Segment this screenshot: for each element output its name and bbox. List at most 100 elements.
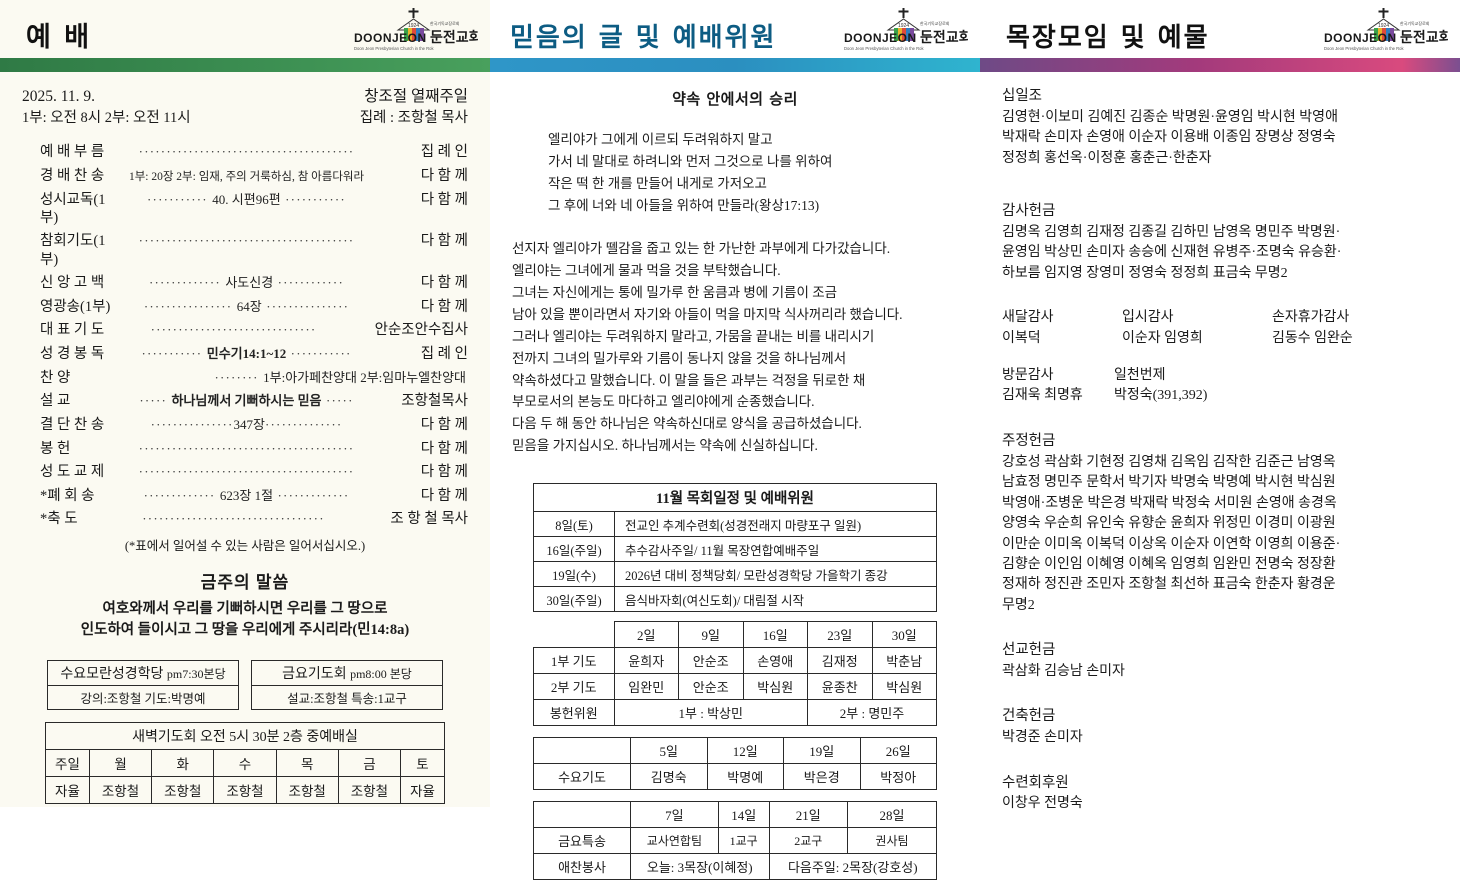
fri-title-cell: 금요기도회 pm8:00 본당 <box>251 660 443 687</box>
svg-text:Doon Jeon Presbyterian Church: Doon Jeon Presbyterian Church in the Rok <box>844 46 925 51</box>
order-label: 예 배 부 름 <box>40 144 105 161</box>
svg-text:Doon Jeon Presbyterian Church: Doon Jeon Presbyterian Church in the Rok <box>1324 46 1405 51</box>
order-value: 안순조안수집사 <box>374 322 468 339</box>
table-row: 2부 기도 임완민 안순조 박심원 윤종찬 박심원 <box>533 673 937 701</box>
second-prayer-name: 박심원 <box>871 673 937 701</box>
order-value: 집 례 인 <box>420 144 468 161</box>
wed-person: 박정아 <box>859 763 937 791</box>
fri-title: 금요기도회 <box>282 667 347 683</box>
order-fill: ················ 64장 ··············· <box>143 298 350 314</box>
spacer <box>1002 407 1444 431</box>
order-label: 경 배 찬 송 <box>40 168 105 185</box>
officiant: 집례 : 조항철 목사 <box>359 110 468 127</box>
worship-order-list: 예 배 부 름 ································… <box>22 143 468 528</box>
order-label: 봉 헌 <box>40 440 71 457</box>
order-label: 성시교독(1부) <box>40 191 106 226</box>
table-row: 봉헌위원 1부 : 박상민 2부 : 명민주 <box>533 699 937 727</box>
order-fill: ············· 사도신경 ············ <box>149 275 344 291</box>
group-names: 김명옥 김영희 김재정 김종길 김하민 남영옥 명민주 박명원· 윤영임 박상민… <box>1002 223 1444 284</box>
names-line: 김명옥 김영희 김재정 김종길 김하민 남영옥 명민주 박명원· <box>1002 224 1341 240</box>
body-line: 선지자 엘리야가 뗄감을 줍고 있는 한 가난한 과부에게 다가갔습니다. <box>512 241 891 257</box>
midweek-boxes: 수요모란성경학당 pm7:30본당 강의:조항철 기도:박명예 금요기도회 pm… <box>22 660 468 711</box>
fri-time: pm8:00 본당 <box>350 667 412 682</box>
offering-label: 봉헌위원 <box>533 699 615 727</box>
worship-order-row: 성 도 교 제 ································… <box>22 463 468 481</box>
group-title: 감사헌금 <box>1002 203 1056 220</box>
article-body: 선지자 엘리야가 뗄감을 줍고 있는 한 가난한 과부에게 다가갔습니다. 엘리… <box>512 238 958 457</box>
order-label: 결 단 찬 송 <box>40 416 105 433</box>
sunday-date: 9일 <box>678 621 744 649</box>
body-line: 남아 있을 뿐이라면서 자기와 아들이 먹을 마지막 식사꺼리라 했습니다. <box>512 307 903 323</box>
verse-line: 가서 네 말대로 하려니와 먼저 그것으로 나를 위하여 <box>548 153 833 169</box>
liturgical-season: 창조절 열째주일 <box>364 88 468 105</box>
offering-group-tithe: 십일조 김영현·이보미 김예진 김종순 박명원·윤영임 박시현 박영애 박재락 … <box>1002 86 1444 169</box>
svg-text:한국기독교장로회: 한국기독교장로회 <box>1400 20 1430 26</box>
svg-text:1924: 1924 <box>1378 23 1389 29</box>
fri-date: 14일 <box>717 801 770 829</box>
church-logo: 1924 DOONJEON 둔전교회 한국기독교장로회 Doon Jeon Pr… <box>842 6 968 56</box>
thanks-names: 김동수 임완순 <box>1272 330 1353 346</box>
logo-cross-icon <box>1378 8 1389 18</box>
thanks-title: 입시감사 <box>1122 310 1174 326</box>
service-date: 2025. 11. 9. <box>22 88 96 105</box>
order-fill: ······································· <box>138 440 355 456</box>
fri-person: 교사연합팀 <box>630 827 719 855</box>
offering-second: 2부 : 명민주 <box>807 699 937 727</box>
agape-next: 다음주일: 2목장(강호성) <box>768 853 938 880</box>
dawn-leader: 조항철 <box>88 776 153 805</box>
wednesday-prayer-table: 5일 12일 19일 26일 수요기도 김명숙 박명예 박은경 박정아 <box>533 737 937 791</box>
second-prayer-name: 박심원 <box>742 673 808 701</box>
fri-date: 21일 <box>768 801 848 829</box>
offering-group-thanksgiving: 감사헌금 김명옥 김영희 김재정 김종길 김하민 남영옥 명민주 박명원· 윤영… <box>1002 201 1444 284</box>
svg-text:둔전교회: 둔전교회 <box>430 29 478 46</box>
panel-worship: 예 배 1924 DOONJEON 둔전교회 한국기독교장 <box>0 0 490 807</box>
table-row: 7일 14일 21일 28일 <box>533 801 938 829</box>
dawn-leader: 자율 <box>45 776 90 805</box>
sunday-prayer-table: 2일 9일 16일 23일 30일 1부 기도 윤희자 안순조 손영애 김재정 … <box>533 621 937 727</box>
first-prayer-name: 박춘남 <box>871 647 937 675</box>
table-row: 주일 월 화 수 목 금 토 <box>45 749 445 778</box>
names-line: 하보름 임지영 장영미 정영숙 정정희 표금숙 무명2 <box>1002 265 1288 281</box>
sunday-date: 2일 <box>613 621 679 649</box>
svg-text:DOONJEON: DOONJEON <box>1324 31 1397 45</box>
svg-text:한국기독교장로회: 한국기독교장로회 <box>430 20 460 26</box>
spacer <box>1002 177 1444 201</box>
first-prayer-label: 1부 기도 <box>533 647 615 675</box>
spacer <box>1002 690 1444 706</box>
order-label: 대 표 기 도 <box>40 322 105 339</box>
svg-text:한국기독교장로회: 한국기독교장로회 <box>920 20 950 26</box>
order-fill: ··········· 민수기14:1~12 ··········· <box>141 346 352 362</box>
order-value: 다 함 께 <box>420 275 468 292</box>
table-row: 애찬봉사 오늘: 3목장(이혜정) 다음주일: 2목장(강호성) <box>533 853 938 880</box>
table-row: 자율 조항철 조항철 조항철 조항철 조항철 자율 <box>45 776 445 805</box>
agape-today: 오늘: 3목장(이혜정) <box>630 853 770 880</box>
sunday-date: 30일 <box>871 621 937 649</box>
schedule-caption: 11월 목회일정 및 예배위원 <box>533 483 937 513</box>
order-fill: ············· 623장 1절 ············· <box>143 487 350 503</box>
second-prayer-label: 2부 기도 <box>533 673 615 701</box>
visit-names: 박정숙(391,392) <box>1114 388 1208 404</box>
body-line: 약속하셨다고 말했습니다. 이 말을 들은 과부는 걱정을 뒤로한 채 <box>512 372 866 388</box>
worship-order-row: 신 앙 고 백 ············· 사도신경 ············ … <box>22 274 468 292</box>
spacer <box>1002 757 1444 773</box>
order-label: 신 앙 고 백 <box>40 275 105 292</box>
thanks-titles-row: 새달감사 입시감사 손자휴가감사 <box>1002 308 1444 329</box>
november-schedule-table: 11월 목회일정 및 예배위원 8일(토) 전교인 추계수련회(성경전래지 마량… <box>533 483 937 613</box>
wednesday-table: 수요모란성경학당 pm7:30본당 강의:조항철 기도:박명예 <box>47 660 239 711</box>
schedule-event: 2026년 대비 정책당회/ 모란성경학당 가을학기 종강 <box>614 561 937 588</box>
order-fill: ································· <box>142 511 325 527</box>
first-prayer-name: 윤희자 <box>613 647 679 675</box>
weekly-word-body: 여호와께서 우리를 기뻐하시면 우리를 그 땅으로 인도하여 들이시고 그 땅을… <box>22 599 468 643</box>
wed-date: 19일 <box>783 737 861 765</box>
scripture-quote: 엘리야가 그에게 이르되 두려워하지 말고 가서 네 말대로 하려니와 먼저 그… <box>512 129 958 216</box>
group-names: 이창우 전명숙 <box>1002 794 1444 814</box>
body-line: 그러나 엘리야는 두려워하지 말라고, 가뭄을 끝내는 비를 내리시기 <box>512 328 875 344</box>
thanks-names: 이순자 임영희 <box>1122 330 1203 346</box>
order-value: 다 함 께 <box>420 440 468 457</box>
verse-line: 작은 떡 한 개를 만들어 내게로 가저오고 <box>548 175 767 191</box>
wed-date: 12일 <box>706 737 784 765</box>
agape-label: 애찬봉사 <box>533 853 631 880</box>
order-value: 다 함 께 <box>420 191 468 208</box>
fri-person: 2교구 <box>768 827 848 855</box>
